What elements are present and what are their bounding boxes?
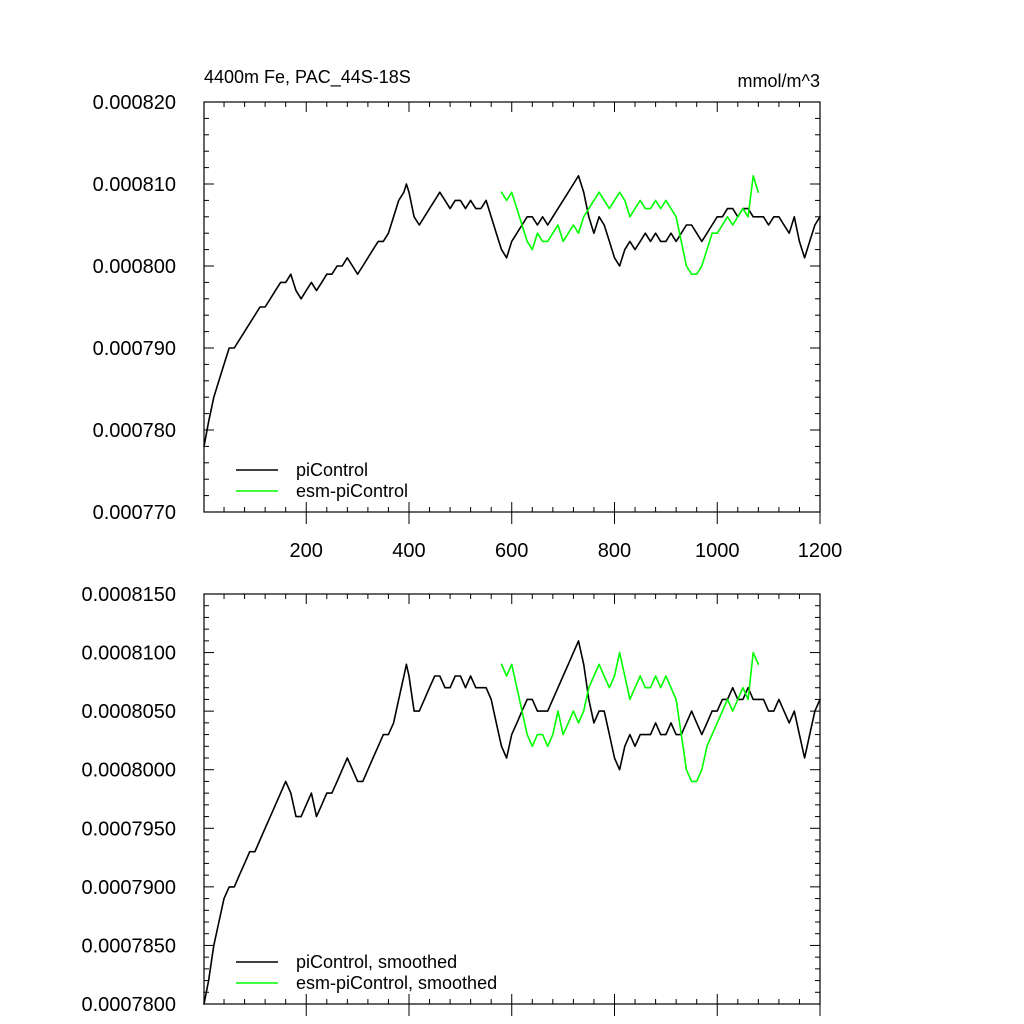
x-tick-label: 600 xyxy=(495,540,528,562)
x-tick-label: 800 xyxy=(598,540,631,562)
y-tick-label: 0.000800 xyxy=(93,256,176,278)
figure-units: mmol/m^3 xyxy=(738,71,820,91)
y-tick-label: 0.0007800 xyxy=(81,994,176,1016)
y-tick-label: 0.0008000 xyxy=(81,760,176,782)
y-tick-label: 0.0008100 xyxy=(81,643,176,665)
x-tick-label: 200 xyxy=(290,540,323,562)
legend-label: esm-piControl, smoothed xyxy=(296,973,497,993)
series-line-esm-picontrol xyxy=(500,651,760,783)
y-tick-labels-top: 0.000770 0.000780 0.000790 0.000800 0.000810… xyxy=(93,92,176,524)
x-tick-label: 1200 xyxy=(798,540,843,562)
series-line-picontrol xyxy=(203,175,821,448)
legend-label: esm-piControl xyxy=(296,481,408,501)
panel-bottom: 0.0007800 0.0007850 0.0007900 0.0007950 0.00… xyxy=(81,584,821,1016)
x-tick-labels-top: 200 400 600 800 1000 1200 xyxy=(290,540,843,562)
y-tick-label: 0.0007950 xyxy=(81,818,176,840)
y-tick-label: 0.000820 xyxy=(93,92,176,114)
series-line-esm-picontrol xyxy=(500,175,760,276)
figure-title: 4400m Fe, PAC_44S-18S xyxy=(204,67,411,88)
series-group-top xyxy=(203,175,821,448)
legend-label: piControl xyxy=(296,460,368,480)
y-tick-label: 0.0008150 xyxy=(81,584,176,606)
panel-top: 0.000770 0.000780 0.000790 0.000800 0.000810… xyxy=(93,92,843,562)
y-tick-label: 0.000770 xyxy=(93,502,176,524)
y-tick-label: 0.000810 xyxy=(93,174,176,196)
plot-frame-bottom xyxy=(203,593,821,1005)
tick-group-bottom xyxy=(204,593,821,1016)
y-tick-label: 0.0007900 xyxy=(81,877,176,899)
series-group-bottom xyxy=(203,640,821,1005)
legend-label: piControl, smoothed xyxy=(296,952,457,972)
y-tick-label: 0.0007850 xyxy=(81,935,176,957)
x-tick-label: 400 xyxy=(392,540,425,562)
series-line-picontrol xyxy=(203,640,821,1005)
plot-frame-top xyxy=(203,101,821,513)
y-tick-label: 0.0008050 xyxy=(81,701,176,723)
y-tick-label: 0.000780 xyxy=(93,420,176,442)
y-tick-labels-bottom: 0.0007800 0.0007850 0.0007900 0.0007950 0.00… xyxy=(81,584,176,1016)
y-tick-label: 0.000790 xyxy=(93,338,176,360)
x-tick-label: 1000 xyxy=(695,540,740,562)
tick-group-top xyxy=(204,101,821,524)
